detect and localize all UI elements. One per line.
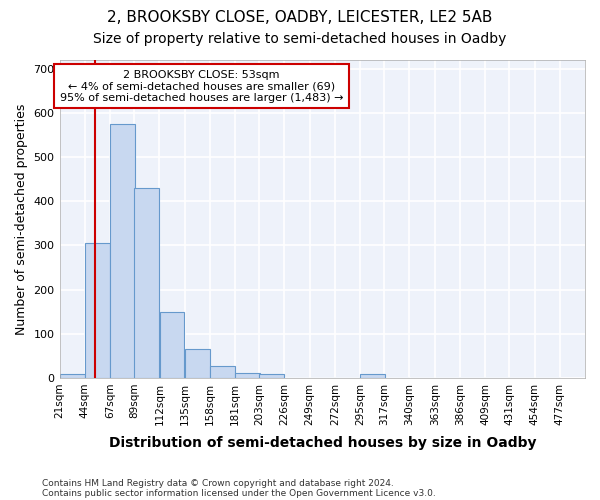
Text: Size of property relative to semi-detached houses in Oadby: Size of property relative to semi-detach…: [94, 32, 506, 46]
Bar: [259, 374, 284, 378]
Text: Contains HM Land Registry data © Crown copyright and database right 2024.: Contains HM Land Registry data © Crown c…: [42, 478, 394, 488]
Bar: [210, 366, 235, 378]
X-axis label: Distribution of semi-detached houses by size in Oadby: Distribution of semi-detached houses by …: [109, 436, 536, 450]
Bar: [235, 372, 260, 378]
Bar: [110, 124, 135, 378]
Text: Contains public sector information licensed under the Open Government Licence v3: Contains public sector information licen…: [42, 488, 436, 498]
Y-axis label: Number of semi-detached properties: Number of semi-detached properties: [15, 104, 28, 334]
Bar: [160, 312, 184, 378]
Text: 2, BROOKSBY CLOSE, OADBY, LEICESTER, LE2 5AB: 2, BROOKSBY CLOSE, OADBY, LEICESTER, LE2…: [107, 10, 493, 25]
Bar: [85, 243, 110, 378]
Bar: [361, 374, 385, 378]
Bar: [185, 349, 209, 378]
Bar: [60, 374, 85, 378]
Text: 2 BROOKSBY CLOSE: 53sqm
← 4% of semi-detached houses are smaller (69)
95% of sem: 2 BROOKSBY CLOSE: 53sqm ← 4% of semi-det…: [59, 70, 343, 102]
Bar: [134, 188, 159, 378]
